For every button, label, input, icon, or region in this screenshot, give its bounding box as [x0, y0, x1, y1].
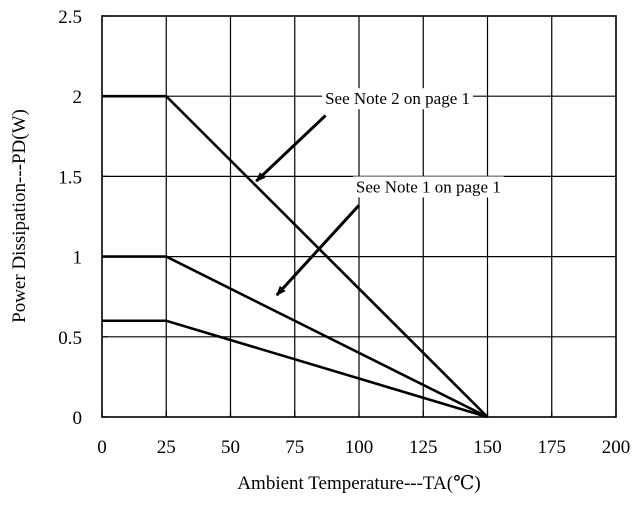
annotation-label-background [352, 176, 504, 198]
series-line-3 [102, 319, 488, 419]
y-tick-label: 1 [73, 248, 83, 269]
tick-labels: 0 25 50 75 100 125 150 175 200 0 0.5 1 1.5 2 2.5 [58, 7, 630, 458]
x-tick-label: 0 [97, 437, 107, 458]
y-tick-label: 2.5 [58, 7, 82, 28]
y-axis-label: Power Dissipation---PD(W) [9, 109, 30, 323]
series-line-1 [102, 94, 489, 418]
annotation-label-background [322, 88, 474, 110]
x-tick-label: 125 [409, 437, 438, 458]
y-tick-label: 0.5 [58, 328, 82, 349]
series-line-2 [102, 255, 489, 419]
x-tick-label: 25 [157, 437, 176, 458]
annotation-label-1: See Note 2 on page 1 [325, 89, 470, 108]
annotation-arrow-2 [275, 204, 361, 297]
series-lines [102, 94, 489, 419]
grid [102, 16, 616, 417]
y-tick-label: 0 [73, 408, 83, 429]
x-axis-label: Ambient Temperature---TA(℃) [237, 473, 480, 494]
x-tick-label: 200 [602, 437, 631, 458]
annotations: See Note 2 on page 1 See Note 1 on page 1 [255, 88, 504, 297]
annotation-label-2: See Note 1 on page 1 [356, 177, 501, 196]
x-tick-label: 75 [285, 437, 304, 458]
y-tick-label: 1.5 [58, 167, 82, 188]
annotation-arrow-1 [255, 114, 327, 183]
x-tick-label: 100 [345, 437, 374, 458]
x-tick-label: 50 [221, 437, 240, 458]
y-tick-label: 2 [73, 87, 83, 108]
x-tick-label: 150 [473, 437, 502, 458]
x-tick-label: 175 [538, 437, 567, 458]
